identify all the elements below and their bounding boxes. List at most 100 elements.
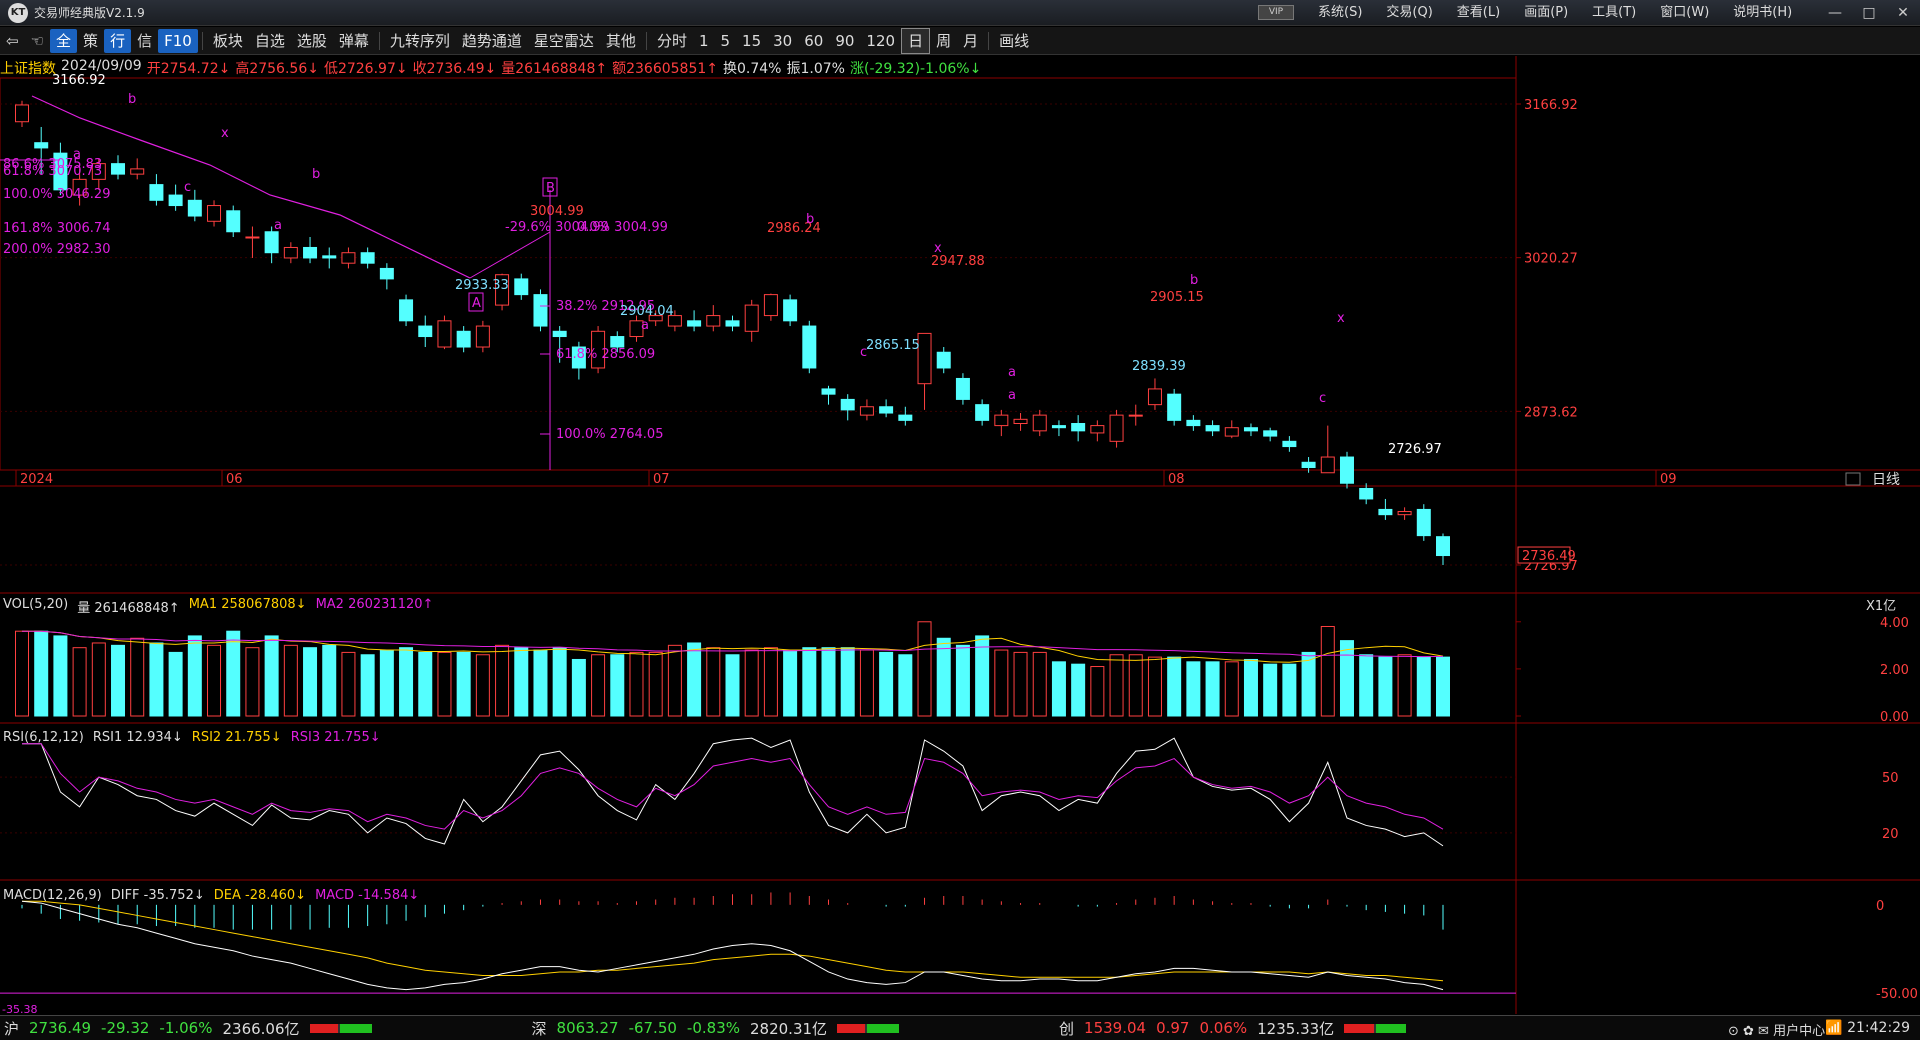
sz-index: 8063.27 — [556, 1019, 619, 1037]
period-label: 日线 — [1872, 472, 1900, 488]
close-price: 收2736.49↓ — [412, 61, 497, 77]
user-center-link[interactable]: ⊙ ✿ ✉ 用户中心 — [1728, 1024, 1826, 1039]
volume-bar — [1243, 658, 1258, 717]
volume-bar — [53, 635, 68, 717]
price-annotation: 2904.04 — [620, 304, 674, 319]
menu-item-3[interactable]: 画面(P) — [1524, 5, 1569, 20]
price-annotation: 2933.33 — [455, 278, 509, 293]
volume-bar — [1167, 656, 1182, 717]
close-icon[interactable]: ✕ — [1897, 5, 1909, 21]
candle-body — [1416, 508, 1431, 537]
menu-item-1[interactable]: 交易(Q) — [1386, 5, 1433, 20]
volume: 量261468848↑ — [501, 61, 608, 77]
volume-bar — [1051, 661, 1066, 717]
toolbar-item-15[interactable]: 5 — [720, 31, 731, 50]
volume-bar — [130, 637, 145, 717]
candle-body — [533, 294, 548, 327]
toolbar-item-13[interactable]: 分时 — [656, 31, 687, 50]
toolbar-item-3[interactable]: 信 — [137, 31, 153, 50]
volume-bar — [264, 635, 279, 717]
toolbar-item-0[interactable]: 全 — [50, 28, 78, 53]
candle-body — [149, 184, 164, 201]
wave-label: b — [1190, 273, 1198, 288]
wave-label: c — [1319, 391, 1326, 406]
volume-bar — [591, 654, 606, 717]
candle-body — [1205, 425, 1220, 432]
candle-body — [1359, 487, 1374, 500]
toolbar-item-11[interactable]: 星空雷达 — [533, 31, 594, 50]
toolbar-item-9[interactable]: 九转序列 — [389, 31, 450, 50]
volume-bar — [533, 649, 548, 717]
menu-item-2[interactable]: 查看(L) — [1456, 5, 1501, 20]
menu-item-6[interactable]: 说明书(H) — [1733, 5, 1793, 20]
open-price: 开2754.72↓ — [146, 61, 231, 77]
volume-bar — [1397, 654, 1412, 717]
hand-icon[interactable]: ☜ — [30, 31, 45, 50]
volume-bar — [898, 654, 913, 717]
sz-pct: -0.83% — [686, 1019, 740, 1037]
volume-bar — [571, 658, 586, 717]
volume-bar — [648, 651, 663, 717]
toolbar-item-8[interactable]: 弹幕 — [338, 31, 369, 50]
toolbar-item-10[interactable]: 趋势通道 — [461, 31, 522, 50]
sh-label: 沪 — [4, 1019, 20, 1038]
sh-index: 2736.49 — [29, 1019, 92, 1037]
volume-bar — [456, 651, 471, 717]
vol-axis-label: 0.00 — [1880, 710, 1909, 725]
sz-change: -67.50 — [628, 1019, 677, 1037]
candle-body — [994, 414, 1009, 427]
price-annotation: 2865.15 — [866, 338, 920, 353]
toolbar-item-20[interactable]: 120 — [866, 31, 896, 50]
candle-body — [1339, 456, 1354, 484]
candle-body — [264, 231, 279, 254]
toolbar-item-2[interactable]: 行 — [104, 28, 132, 53]
volume-bar — [283, 644, 298, 717]
low-price: 低2726.97↓ — [323, 61, 408, 77]
toolbar-item-1[interactable]: 策 — [83, 31, 99, 50]
vip-badge[interactable]: VIP — [1258, 5, 1294, 20]
candle-body — [1243, 427, 1258, 432]
fib-left-label: 161.8% 3006.74 — [3, 221, 110, 236]
wave-label: a — [73, 147, 81, 162]
menu-item-4[interactable]: 工具(T) — [1592, 5, 1637, 20]
toolbar-item-22[interactable]: 周 — [936, 31, 952, 50]
candle-body — [1397, 511, 1412, 516]
toolbar-item-17[interactable]: 30 — [773, 31, 793, 50]
toolbar-item-16[interactable]: 15 — [742, 31, 762, 50]
turnover: 换0.74% — [723, 61, 782, 77]
volume-bar — [1436, 656, 1450, 717]
maximize-icon[interactable]: □ — [1862, 5, 1876, 21]
toolbar-item-19[interactable]: 90 — [835, 31, 855, 50]
candle-body — [744, 304, 759, 332]
minimize-icon[interactable]: — — [1828, 5, 1842, 21]
toolbar-item-24[interactable]: 画线 — [999, 31, 1030, 50]
last-price-tag — [1517, 546, 1571, 564]
volume-bar — [303, 647, 318, 717]
app-title: 交易师经典版V2.1.9 — [34, 6, 145, 20]
quote-date: 2024/09/09 — [61, 58, 142, 74]
kline-chart[interactable]: 3166.92 3020.27 2873.62 2726.97 2736.49 86.6%… — [0, 56, 1920, 1014]
volume-bar — [936, 637, 951, 717]
toolbar-item-21[interactable]: 日 — [901, 27, 931, 54]
toolbar-item-6[interactable]: 自选 — [254, 31, 285, 50]
toolbar-item-7[interactable]: 选股 — [296, 31, 327, 50]
volume-bar — [111, 644, 126, 717]
candle-body — [418, 325, 433, 338]
amplitude: 振1.07% — [786, 61, 845, 77]
toolbar-item-14[interactable]: 1 — [698, 31, 709, 50]
index-name: 上证指数 — [0, 61, 56, 77]
vol-title: VOL(5,20) — [3, 597, 69, 612]
menu-item-0[interactable]: 系统(S) — [1318, 5, 1363, 20]
toolbar-item-23[interactable]: 月 — [963, 31, 979, 50]
back-arrow-icon[interactable]: ⇦ — [6, 31, 19, 50]
menu-item-5[interactable]: 窗口(W) — [1660, 5, 1710, 20]
toolbar-item-4[interactable]: F10 — [158, 28, 198, 53]
sh-breadth-bar — [309, 1023, 372, 1033]
change: 涨(-29.32)-1.06%↓ — [849, 61, 982, 77]
wave-label: a — [1008, 365, 1016, 380]
toolbar-separator — [378, 31, 380, 50]
toolbar-item-5[interactable]: 板块 — [212, 31, 243, 50]
toolbar-item-18[interactable]: 60 — [804, 31, 824, 50]
toolbar-item-12[interactable]: 其他 — [605, 31, 636, 50]
